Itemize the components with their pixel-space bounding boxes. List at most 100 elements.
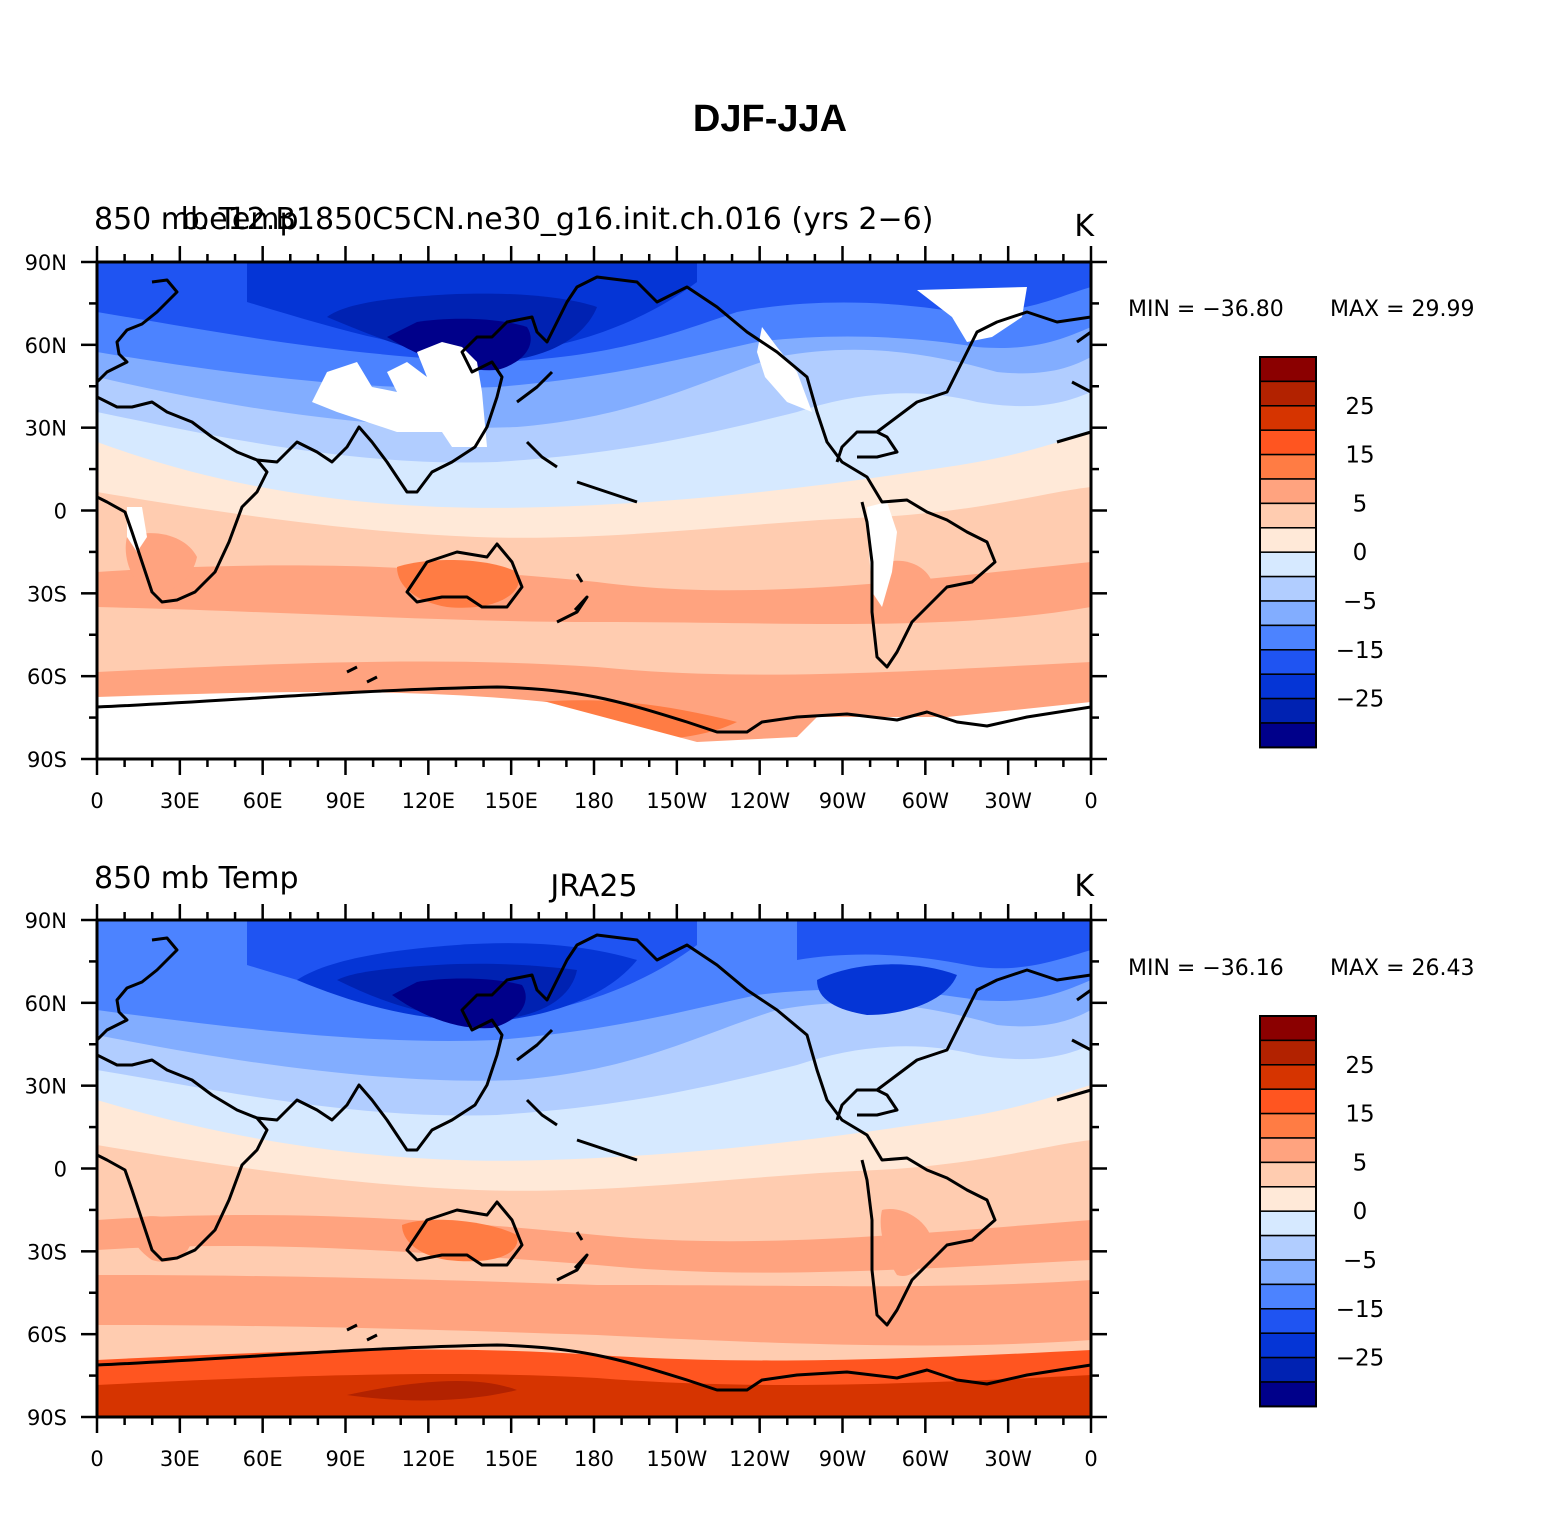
colorbar-tick-label: 0: [1353, 1199, 1368, 1225]
colorbar-tick-label: −5: [1343, 589, 1377, 615]
lon-tick-label: 30W: [984, 789, 1032, 813]
colorbar-swatch: [1259, 649, 1317, 675]
lon-tick-label: 150E: [484, 1447, 537, 1471]
colorbar-tick-label: 25: [1345, 394, 1374, 420]
lon-tick-label: 90W: [819, 789, 867, 813]
band-neg35: [392, 978, 526, 1029]
min-label: MIN = −36.80: [1128, 297, 1284, 322]
colorbar-tick-label: −25: [1336, 687, 1385, 713]
colorbar-swatch: [1259, 380, 1317, 407]
panel-model: 850 mb Temp b.e12.B1850C5CN.ne30_g16.ini…: [25, 202, 1475, 813]
lat-tick-label: 60S: [27, 1323, 67, 1347]
colorbar-swatch: [1259, 1161, 1317, 1188]
colorbar-swatch: [1259, 1112, 1317, 1139]
colorbar-swatch: [1259, 429, 1317, 456]
axis-labels-2: 90N 60N 30N 0 30S 60S 90S 0 30E 60E 90E 120E 150E 180…: [25, 909, 1098, 1471]
colorbar-tick-label: 5: [1353, 491, 1368, 517]
colorbar-swatch: [1259, 478, 1317, 505]
colorbar-tick-label: −15: [1336, 1297, 1385, 1323]
colorbar-swatch: [1259, 527, 1317, 553]
lat-tick-label: 60S: [27, 665, 67, 689]
lon-tick-label: 30E: [160, 1447, 200, 1471]
colorbar-swatch: [1259, 1088, 1317, 1115]
colorbar-tick-label: 15: [1345, 443, 1374, 469]
panel-center-label: b.e12.B1850C5CN.ne30_g16.init.ch.016 (yr…: [181, 202, 934, 237]
colorbar-swatch: [1259, 575, 1317, 602]
missing-data: [97, 287, 1091, 759]
lon-tick-label: 0: [1084, 1447, 1097, 1471]
band-south-light: [97, 1245, 1091, 1287]
colorbar-swatch: [1259, 502, 1317, 529]
lon-tick-label: 0: [90, 1447, 103, 1471]
lon-tick-label: 60E: [243, 789, 283, 813]
colorbar-swatch: [1259, 673, 1317, 700]
lon-tick-label: 180: [574, 1447, 614, 1471]
panel-left-label: 850 mb Temp: [94, 861, 299, 896]
coastline: [97, 275, 1091, 734]
colorbar-swatch: [1259, 356, 1317, 383]
panel-center-label: JRA25: [548, 869, 637, 904]
warm-south-america: [885, 560, 932, 618]
colorbar-swatch: [1259, 1381, 1317, 1408]
colorbar-swatch: [1259, 405, 1317, 431]
lon-tick-label: 90E: [326, 789, 366, 813]
colorbar-swatch: [1259, 1332, 1317, 1359]
colorbar-swatch: [1259, 1015, 1317, 1042]
colorbar-swatch: [1259, 1064, 1317, 1090]
colorbar-swatch: [1259, 1259, 1317, 1286]
lon-tick-label: 60E: [243, 1447, 283, 1471]
lon-tick-label: 150W: [646, 1447, 707, 1471]
lon-tick-label: 30W: [984, 1447, 1032, 1471]
colorbar-tick-label: 0: [1353, 540, 1368, 566]
lat-tick-label: 90S: [27, 748, 67, 772]
band-neg20b: [797, 920, 1091, 969]
colorbar-tick-label: −5: [1343, 1248, 1377, 1274]
lon-tick-label: 120E: [402, 789, 455, 813]
axis-ticks-1: [81, 246, 1107, 775]
colorbar-swatch: [1259, 1283, 1317, 1310]
band-neg25b: [817, 964, 957, 1015]
band-antarctic-warm: [97, 1374, 1091, 1417]
lat-tick-label: 90N: [25, 251, 67, 275]
lon-tick-label: 120W: [729, 1447, 790, 1471]
lon-tick-label: 150W: [646, 789, 707, 813]
colorbar-swatch: [1259, 1356, 1317, 1383]
lat-tick-label: 90N: [25, 909, 67, 933]
min-label: MIN = −36.16: [1128, 956, 1284, 981]
colorbar-swatch: [1259, 1039, 1317, 1066]
colorbar-tick-label: 5: [1353, 1150, 1368, 1176]
map-area: [97, 262, 1091, 759]
warm-australia: [397, 560, 519, 608]
lon-tick-label: 120W: [729, 789, 790, 813]
colorbar-swatch: [1259, 1210, 1317, 1237]
lon-tick-label: 90E: [326, 1447, 366, 1471]
figure-title: DJF-JJA: [693, 98, 847, 140]
colorbar-swatch: [1259, 600, 1317, 627]
lat-tick-label: 60N: [25, 992, 67, 1016]
colorbar-tick-label: 15: [1345, 1102, 1374, 1128]
lon-tick-label: 120E: [402, 1447, 455, 1471]
panel-left-label: 850 mb Temp: [94, 202, 299, 237]
colorbar-swatch: [1259, 1137, 1317, 1164]
warm-south-america: [880, 1209, 932, 1276]
colorbar-2: 25 15 5 0 −5 −15 −25: [1259, 1015, 1385, 1408]
panel-observation: 850 mb Temp JRA25 K: [25, 861, 1475, 1471]
lon-tick-label: 60W: [902, 1447, 950, 1471]
colorbar-tick-label: −25: [1336, 1346, 1385, 1372]
lat-tick-label: 0: [54, 1158, 67, 1182]
max-label: MAX = 26.43: [1330, 956, 1475, 981]
axis-labels-1: 90N 60N 30N 0 30S 60S 90S 0 30E 60E 90E 120E 150E 180…: [25, 251, 1098, 813]
band-neg35: [387, 318, 531, 371]
lat-tick-label: 30N: [25, 1075, 67, 1099]
coastline: [97, 933, 1091, 1392]
lat-tick-label: 30S: [27, 1240, 67, 1264]
lat-tick-label: 0: [54, 500, 67, 524]
lon-tick-label: 0: [90, 789, 103, 813]
panel-units-label: K: [1074, 209, 1095, 244]
lat-tick-label: 30N: [25, 417, 67, 441]
colorbar-swatch: [1259, 697, 1317, 724]
band-antarctic-hot: [347, 1380, 517, 1401]
lon-tick-label: 30E: [160, 789, 200, 813]
panel-units-label: K: [1074, 869, 1095, 904]
lon-tick-label: 60W: [902, 789, 950, 813]
